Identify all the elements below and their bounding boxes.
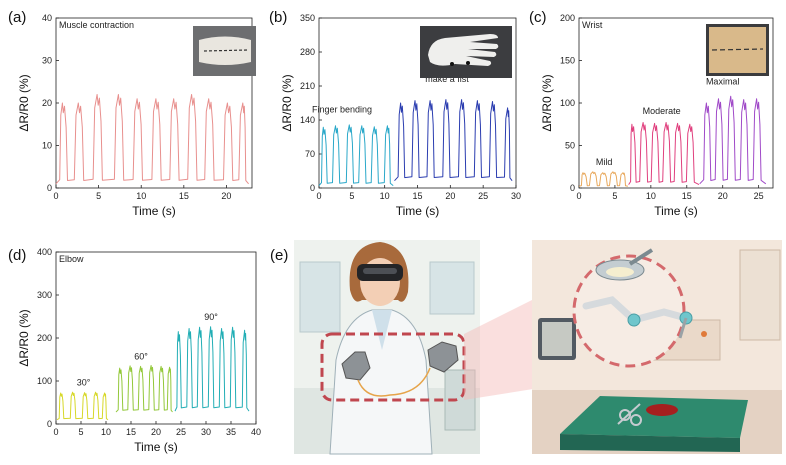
y-tick-label: 280 [300,47,315,57]
x-tick-label: 15 [412,191,422,201]
y-tick-label: 10 [42,141,52,151]
vr-headset-icon [357,264,403,281]
x-tick-label: 15 [179,191,189,201]
series-line-mild [578,171,629,187]
y-tick-label: 0 [47,183,52,193]
y-tick-label: 20 [42,98,52,108]
monitor-icon [538,318,576,360]
y-tick-label: 300 [37,290,52,300]
x-tick-label: 0 [576,191,581,201]
annotation-label: 90° [204,312,218,322]
x-tick-label: 0 [53,191,58,201]
muscle-contraction-photo [193,26,256,76]
x-tick-label: 35 [226,427,236,437]
series-line-60- [115,365,173,413]
y-tick-label: 400 [37,247,52,257]
annotation-label: Maximal [706,76,740,86]
panel-label-c: (c) [529,9,547,26]
x-tick-label: 30 [511,191,521,201]
y-tick-label: 140 [300,115,315,125]
x-tick-label: 20 [151,427,161,437]
x-tick-label: 15 [682,191,692,201]
y-tick-label: 100 [560,98,575,108]
series-line-make-a-fist [394,99,513,182]
y-axis-label: ΔR/R0 (%) [540,74,554,131]
chart-title: Muscle contraction [59,20,134,30]
panel-label-b: (b) [269,9,287,26]
x-axis-label: Time (s) [134,440,178,454]
plot-frame [55,251,257,425]
y-tick-label: 0 [47,419,52,429]
series-line-maximal [699,95,767,185]
y-tick-label: 210 [300,81,315,91]
y-tick-label: 100 [37,376,52,386]
glove-icon [341,341,459,381]
y-tick-label: 200 [560,13,575,23]
wrist-sensor-photo [706,24,769,76]
annotation-label: 30° [77,377,91,387]
glove-photo [420,26,512,78]
y-tick-label: 70 [305,149,315,159]
vr-headset-doctor-with-sensor-gloves [294,240,480,455]
x-tick-label: 20 [445,191,455,201]
x-tick-label: 25 [176,427,186,437]
x-tick-label: 30 [201,427,211,437]
chart-muscle-contraction: 0 5 10 15 20 0 10 20 30 40 Time (s) ΔR/R0 (%) Muscle… [17,13,253,218]
x-tick-label: 0 [316,191,321,201]
y-tick-label: 0 [570,183,575,193]
robot-arm-icon [582,296,693,339]
x-tick-label: 15 [126,427,136,437]
x-tick-label: 10 [646,191,656,201]
operating-table-icon [560,396,748,452]
x-tick-label: 10 [101,427,111,437]
series-line-90- [174,326,250,412]
y-axis-label: ΔR/R0 (%) [17,74,31,131]
x-tick-label: 5 [78,427,83,437]
y-tick-label: 30 [42,56,52,66]
x-tick-label: 5 [349,191,354,201]
x-tick-label: 0 [53,427,58,437]
chart-title: Elbow [59,254,84,264]
surgical-lamp-icon [595,248,654,281]
x-tick-label: 25 [754,191,764,201]
panel-label-a: (a) [8,9,26,26]
series-line-signal [55,94,249,185]
panel-label-e: (e) [270,247,288,264]
x-tick-label: 5 [612,191,617,201]
annotation-label: Finger bending [312,105,372,115]
y-tick-label: 40 [42,13,52,23]
y-tick-label: 0 [310,183,315,193]
y-tick-label: 350 [300,13,315,23]
x-tick-label: 10 [136,191,146,201]
x-tick-label: 20 [221,191,231,201]
annotation-label: Moderate [643,106,681,116]
annotation-label: make a fist [425,74,469,84]
annotation-label: Mild [596,157,613,167]
x-axis-label: Time (s) [396,204,440,218]
x-tick-label: 40 [251,427,261,437]
robotic-surgery-room [532,240,782,454]
chart-wrist: 0 5 10 15 20 25 0 50 100 150 200 Time (s) ΔR/R0 (%) W… [540,13,774,218]
panel-label-d: (d) [8,247,26,264]
x-tick-label: 25 [478,191,488,201]
y-tick-label: 200 [37,333,52,343]
y-tick-label: 50 [565,141,575,151]
y-tick-label: 150 [560,56,575,66]
chart-finger-bending: 0 5 10 15 20 25 30 0 70 140 210 280 350 Time (s) ΔR/R0… [280,13,521,218]
chart-title: Wrist [582,20,603,30]
series-line-30- [56,391,109,421]
series-line-moderate [628,122,700,186]
x-tick-label: 5 [96,191,101,201]
y-axis-label: ΔR/R0 (%) [17,309,31,366]
series-line-finger-bending [318,124,394,186]
x-axis-label: Time (s) [132,204,176,218]
x-axis-label: Time (s) [654,204,698,218]
annotation-label: 60° [134,352,148,362]
x-tick-label: 20 [718,191,728,201]
y-axis-label: ΔR/R0 (%) [280,74,294,131]
x-tick-label: 10 [380,191,390,201]
